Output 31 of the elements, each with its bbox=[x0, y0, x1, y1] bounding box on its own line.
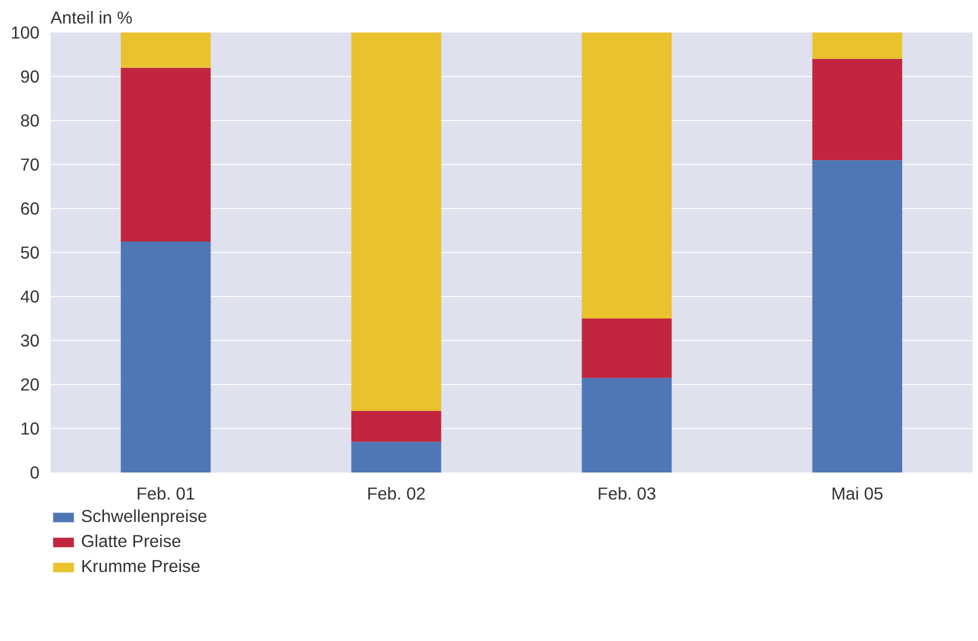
y-axis-title: Anteil in % bbox=[50, 8, 132, 28]
y-tick-label: 30 bbox=[20, 330, 40, 350]
legend-label: Schwellenpreise bbox=[81, 506, 208, 527]
x-tick-label: Mai 05 bbox=[831, 484, 884, 504]
bar bbox=[120, 68, 211, 242]
bar bbox=[812, 58, 902, 160]
y-tick-label: 40 bbox=[20, 286, 40, 306]
y-tick-label: 0 bbox=[30, 462, 40, 482]
y-tick-label: 100 bbox=[10, 22, 40, 42]
bar bbox=[351, 410, 442, 442]
bar bbox=[582, 378, 672, 472]
x-tick-label: Feb. 02 bbox=[366, 484, 426, 504]
x-tick-label: Feb. 01 bbox=[136, 484, 196, 504]
legend-label: Krumme Preise bbox=[81, 556, 200, 577]
bar bbox=[351, 442, 442, 472]
y-tick-label: 90 bbox=[20, 66, 40, 86]
y-tick-label: 20 bbox=[20, 374, 40, 394]
legend-label: Glatte Preise bbox=[81, 531, 182, 552]
bar bbox=[812, 160, 902, 472]
bar bbox=[120, 32, 211, 68]
y-tick-label: 50 bbox=[20, 242, 40, 262]
y-tick-label: 60 bbox=[20, 198, 40, 218]
bar bbox=[582, 318, 672, 378]
bar bbox=[120, 242, 211, 472]
y-tick-label: 80 bbox=[20, 110, 40, 130]
bar bbox=[582, 32, 672, 318]
bar bbox=[351, 32, 442, 411]
x-tick-label: Feb. 03 bbox=[597, 484, 656, 504]
y-tick-label: 70 bbox=[20, 154, 40, 174]
y-tick-label: 10 bbox=[20, 418, 40, 438]
bar bbox=[812, 32, 902, 59]
